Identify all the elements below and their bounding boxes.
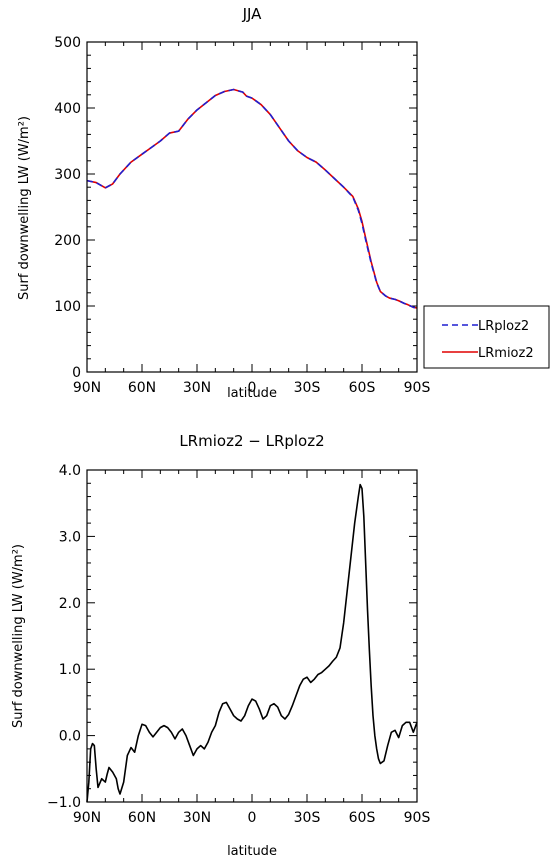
top-series-lines [86,88,418,309]
top-y-tick-label: 100 [54,299,81,315]
legend-box [423,305,550,369]
bottom-panel: LRmioz2 − LRploz2 Surf downwelling LW (W… [11,432,430,859]
bottom-x-tick-label: 30N [183,810,211,826]
top-y-tick-label: 0 [72,365,81,381]
top-x-tick-label: 30S [294,380,321,396]
bottom-x-tick-labels: 90N 60N 30N 0 30S 60S 90S [73,810,431,826]
top-y-tick-label: 500 [54,35,81,51]
bottom-plot-frame [86,469,418,803]
top-x-tick-label: 90N [73,380,101,396]
top-tick-marks [86,41,418,373]
legend-label-lrmioz2: LRmioz2 [478,346,534,361]
top-chart-title: JJA [242,5,263,23]
bottom-x-tick-label: 0 [248,810,257,826]
bottom-x-tick-label: 60S [349,810,376,826]
legend-label-lrploz2: LRploz2 [478,319,529,334]
bottom-x-tick-label: 90N [73,810,101,826]
bottom-y-tick-label: −1.0 [47,795,81,811]
bottom-x-tick-label: 60N [128,810,156,826]
top-y-tick-label: 400 [54,101,81,117]
bottom-y-tick-label: 2.0 [59,596,81,612]
top-panel: JJA Surf downwelling LW (W/m²) latitude … [17,5,430,401]
top-x-tick-label: 60S [349,380,376,396]
top-y-axis-label: Surf downwelling LW (W/m²) [17,116,32,300]
top-y-tick-labels: 0 100 200 300 400 500 [54,35,81,381]
top-x-axis-label: latitude [227,386,277,401]
legend: LRploz2 LRmioz2 [423,305,550,369]
top-series-line-lrploz2 [86,88,418,309]
bottom-y-tick-label: 1.0 [59,662,81,678]
top-y-tick-label: 300 [54,167,81,183]
top-x-tick-label: 30N [183,380,211,396]
bottom-y-tick-labels: −1.0 0.0 1.0 2.0 3.0 4.0 [47,463,81,811]
top-x-tick-label: 60N [128,380,156,396]
bottom-y-tick-label: 4.0 [59,463,81,479]
bottom-tick-marks [86,469,418,803]
top-series-line-lrmioz2 [86,88,418,309]
bottom-series-lines [86,483,418,803]
top-y-tick-label: 200 [54,233,81,249]
top-plot-frame [86,41,418,373]
bottom-x-tick-label: 90S [404,810,431,826]
bottom-y-tick-label: 0.0 [59,729,81,745]
bottom-chart-title: LRmioz2 − LRploz2 [179,432,324,450]
top-x-tick-labels: 90N 60N 30N 0 30S 60S 90S [73,380,431,396]
bottom-series-line-difference [86,483,418,803]
bottom-y-tick-label: 3.0 [59,529,81,545]
top-x-tick-label: 90S [404,380,431,396]
bottom-y-axis-label: Surf downwelling LW (W/m²) [11,544,26,728]
bottom-x-tick-label: 30S [294,810,321,826]
top-x-tick-label: 0 [248,380,257,396]
bottom-x-axis-label: latitude [227,844,277,859]
